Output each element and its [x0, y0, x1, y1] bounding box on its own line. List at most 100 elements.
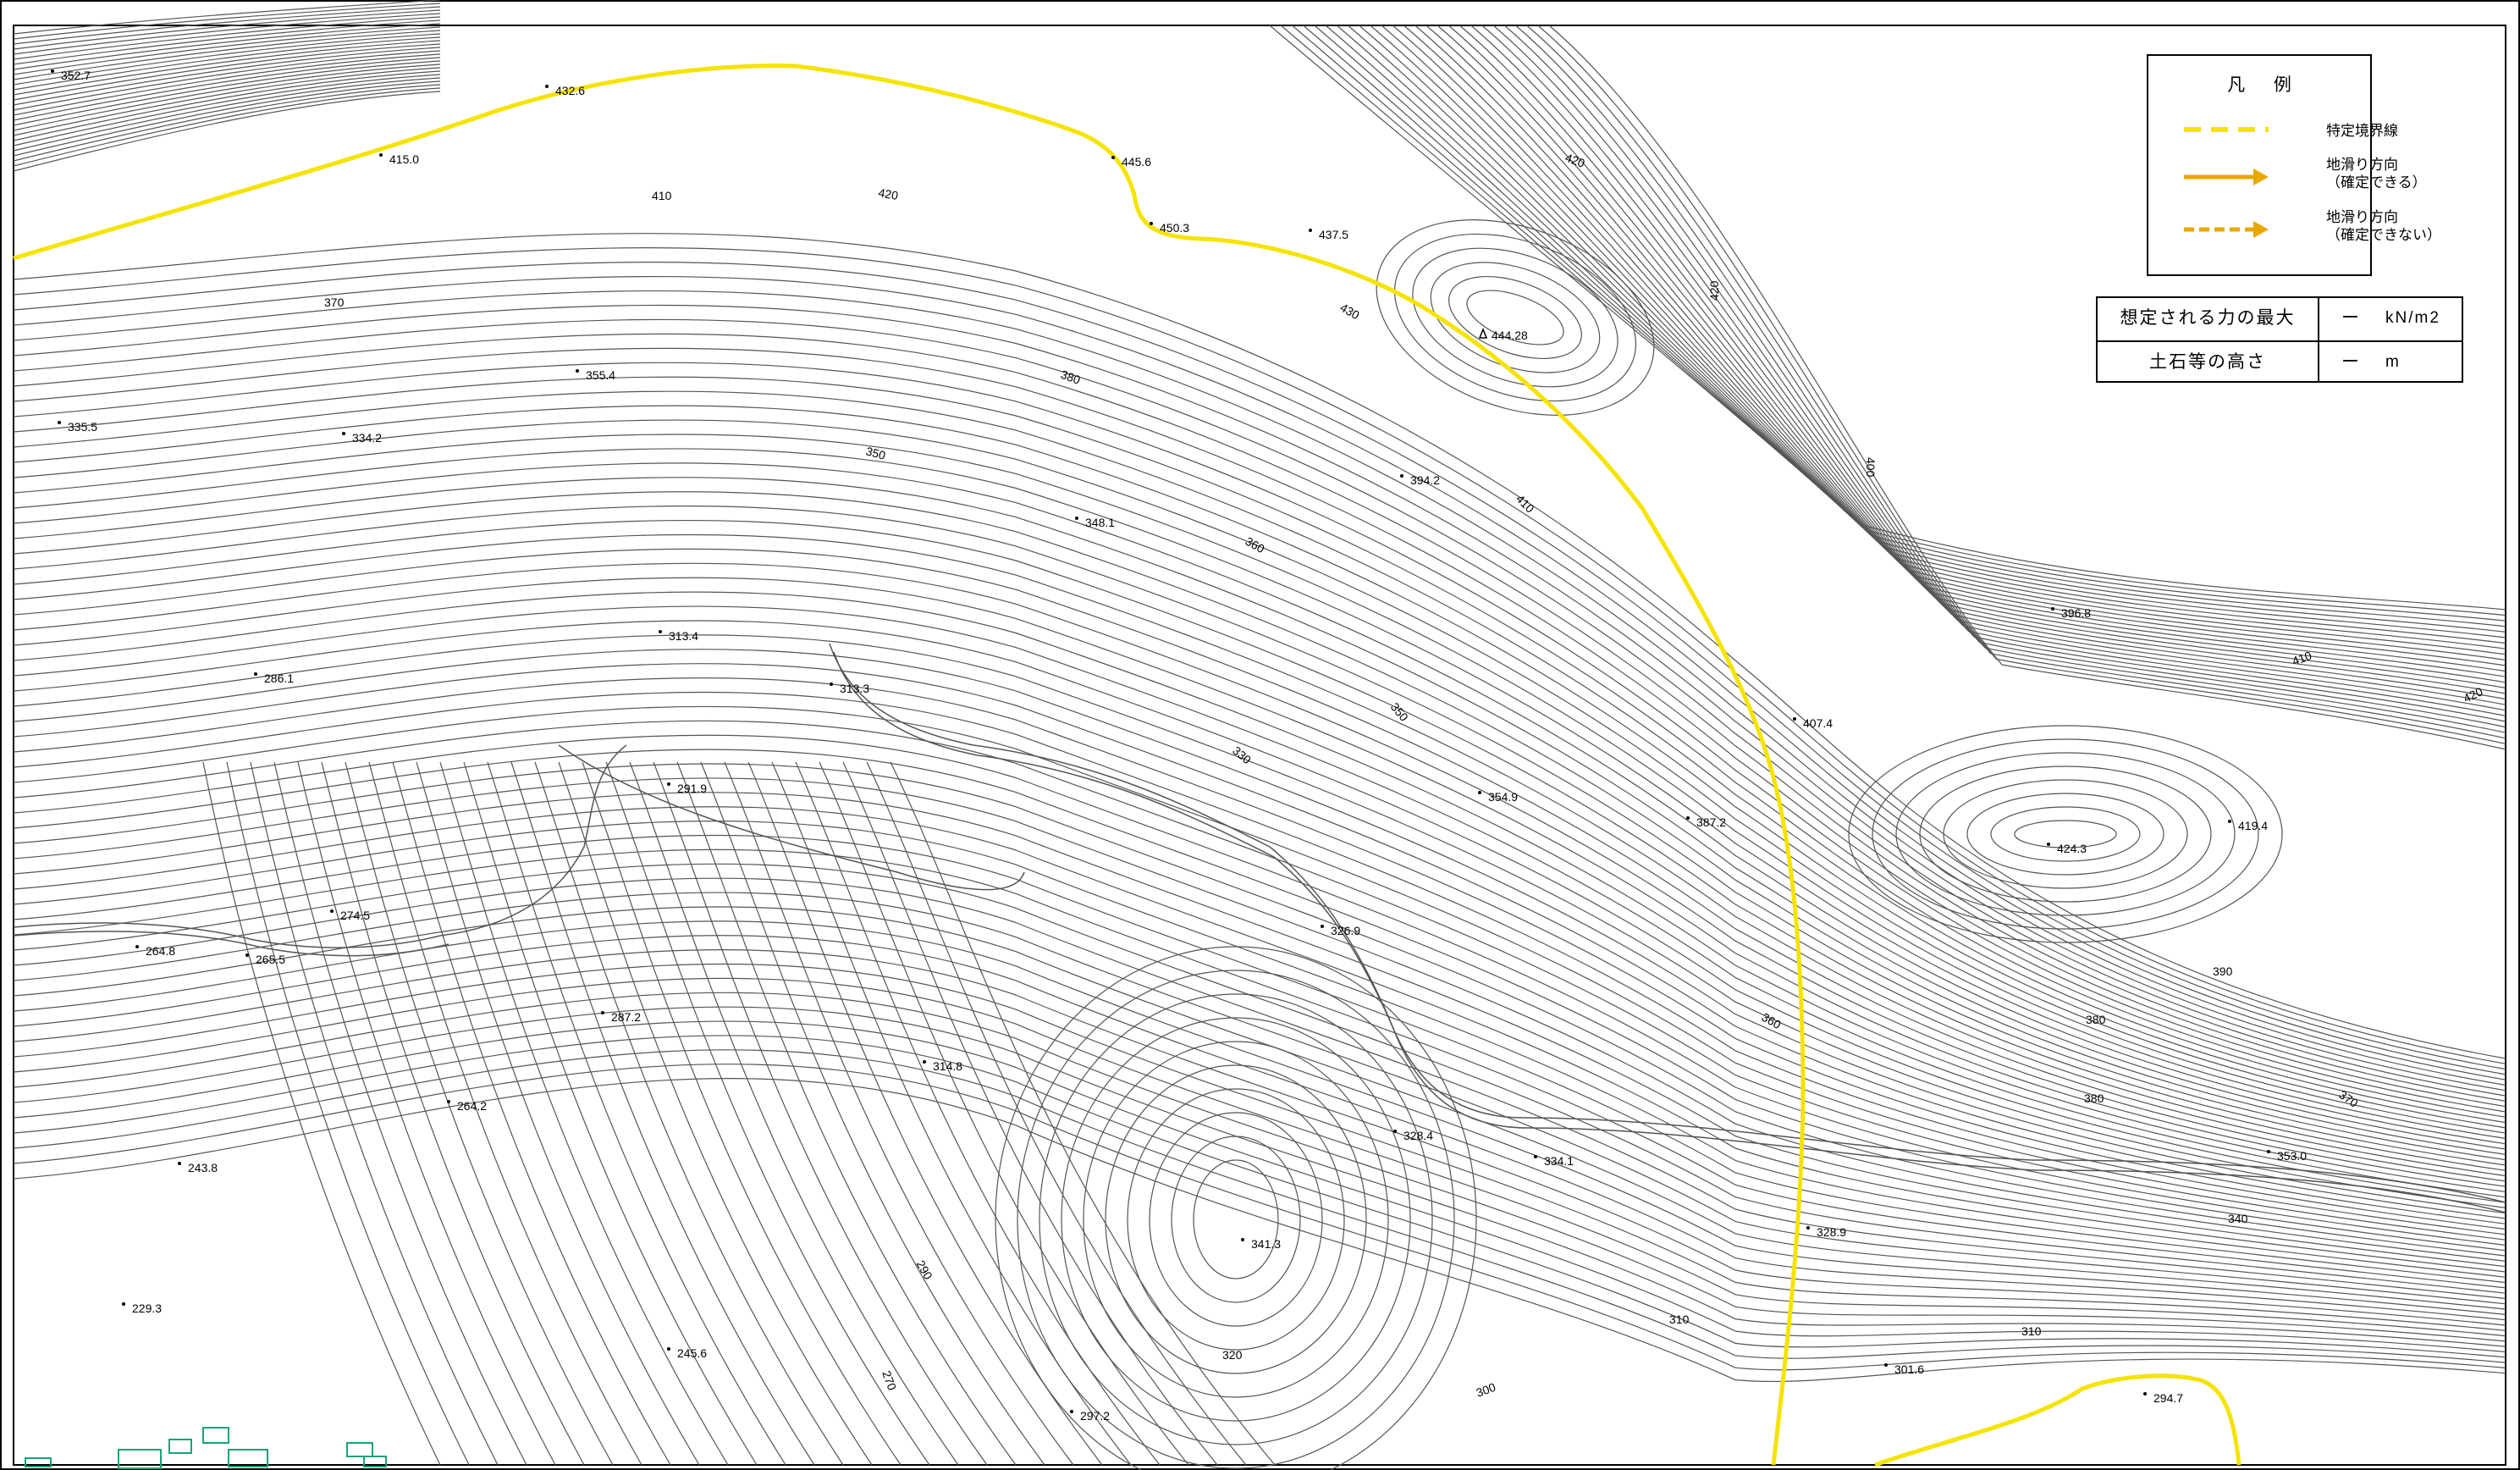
contour-line — [13, 6, 441, 45]
max-force-row: 想定される力の最大 ー kN/m2 — [2098, 298, 2462, 340]
spot-height-label: 348.1 — [1085, 516, 1115, 529]
spot-height-dot — [1793, 717, 1796, 721]
spot-height-label: 341.3 — [1251, 1237, 1281, 1251]
contour-line — [13, 362, 2506, 1108]
spot-height-label: 287.2 — [611, 1010, 641, 1024]
contour-line — [13, 634, 2506, 1208]
contour-line — [13, 77, 441, 152]
spot-height-dot — [830, 682, 833, 686]
debris-height-row: 土石等の高さ ー m — [2098, 340, 2462, 383]
contour-line — [13, 1049, 2506, 1363]
contour-line — [13, 333, 2506, 1097]
contour-line — [13, 548, 2506, 1177]
contour-ring — [1466, 290, 1564, 345]
contour-line — [13, 1077, 2506, 1383]
dashed-arrow-icon — [2184, 221, 2269, 238]
contour-line — [13, 605, 2506, 1198]
contour-line — [1436, 25, 2506, 694]
spot-height-label: 415.0 — [389, 152, 419, 166]
map-inner-border — [13, 25, 2506, 1466]
contour-line — [13, 906, 2506, 1310]
spot-height-label: 265.5 — [256, 953, 285, 966]
contour-line — [416, 761, 700, 1466]
contour-line — [510, 761, 815, 1466]
contour-line — [13, 949, 2506, 1326]
debris-height-label: 土石等の高さ — [2098, 342, 2319, 383]
road-lines — [13, 643, 2506, 1213]
contour-line — [13, 763, 2506, 1257]
contour-label: 380 — [1059, 368, 1083, 387]
solid-arrow-icon — [2184, 169, 2269, 185]
road-line — [13, 931, 449, 957]
contour-line — [13, 477, 2506, 1150]
spot-height-dot — [135, 945, 139, 948]
spot-height-label: 245.6 — [677, 1346, 707, 1360]
legend-label-line2: （確定できない） — [2326, 227, 2441, 243]
contour-line — [1447, 25, 2506, 700]
contour-line — [13, 677, 2506, 1224]
contour-ring — [1171, 1136, 1301, 1303]
legend-label-line1: 地滑り方向 — [2326, 209, 2398, 225]
contour-ring — [995, 946, 1477, 1470]
contour-line — [724, 761, 1074, 1466]
building — [168, 1439, 192, 1454]
spot-height-label: 444.28 — [1492, 329, 1528, 342]
legend-label: 特定境界線 — [2326, 123, 2398, 139]
contour-label: 370 — [2336, 1087, 2360, 1110]
contour-line — [13, 506, 2506, 1161]
contour-line — [13, 33, 441, 86]
contour-line — [13, 64, 441, 131]
building — [363, 1456, 387, 1467]
contour-label: 420 — [1563, 151, 1587, 170]
contour-line — [13, 16, 441, 60]
spot-height-label: 334.1 — [1544, 1154, 1574, 1168]
spot-height-label: 243.8 — [188, 1161, 218, 1174]
contour-line — [700, 761, 1045, 1466]
contour-line — [1492, 25, 2506, 722]
spot-height-label: 353.0 — [2277, 1149, 2307, 1163]
contour-line — [463, 761, 758, 1466]
contour-line — [534, 761, 844, 1466]
spot-height-label: 314.8 — [933, 1059, 962, 1073]
contour-line — [13, 318, 2506, 1091]
contour-label: 410 — [652, 189, 672, 202]
contour-line — [13, 620, 2506, 1203]
contour-line — [13, 491, 2506, 1155]
contour-line — [13, 591, 2506, 1193]
legend: 凡 例 特定境界線 地滑り方向 （確定できる） 地滑り方向 （確定できない） — [2147, 54, 2441, 276]
contour-label: 360 — [1760, 1010, 1784, 1032]
spot-height-dot — [2228, 820, 2231, 823]
contour-ring — [1376, 219, 1655, 416]
spot-height-dot — [659, 630, 662, 633]
spot-height-dot — [1241, 1238, 1244, 1241]
spot-height-label: 450.3 — [1160, 221, 1189, 235]
contour-line — [297, 761, 556, 1466]
contour-line — [13, 863, 2506, 1294]
contour-line — [13, 519, 2506, 1166]
contour-ring — [1149, 1112, 1323, 1327]
spot-height-dot — [923, 1060, 926, 1064]
road-line — [833, 651, 2506, 1213]
contour-line — [13, 30, 441, 80]
spot-height-label: 313.4 — [669, 629, 698, 643]
contour-ring — [1193, 1159, 1279, 1279]
contour-line — [13, 57, 441, 121]
spot-height-label: 424.3 — [2057, 842, 2087, 855]
contour-line — [13, 892, 2506, 1305]
contour-line — [13, 67, 441, 136]
spot-height-labels: 352.7 432.6 415.0 445.6 450.3 437.5 444.28 335.… — [51, 69, 2307, 1423]
spot-height-label: 264.8 — [146, 944, 175, 958]
contour-label: 270 — [880, 1369, 899, 1393]
max-force-unit: kN/m2 — [2385, 309, 2440, 327]
spot-height-label: 328.4 — [1403, 1129, 1433, 1142]
contour-line — [250, 761, 499, 1466]
contour-ring — [1105, 1064, 1367, 1374]
debris-height-unit: m — [2385, 353, 2401, 371]
contour-line — [13, 705, 2506, 1235]
contour-line — [1515, 25, 2506, 733]
contour-line — [273, 761, 527, 1466]
spot-height-label: 274.5 — [340, 909, 370, 922]
max-force-value: ー — [2341, 308, 2359, 328]
building — [228, 1449, 268, 1467]
contour-line — [13, 419, 2506, 1129]
